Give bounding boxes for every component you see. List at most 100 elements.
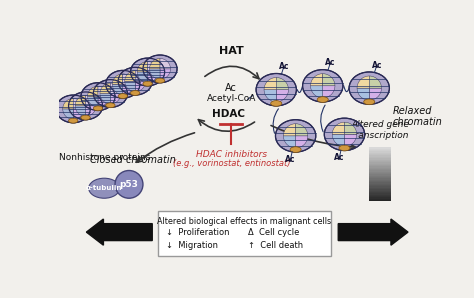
Bar	[369, 182, 391, 184]
Text: α-tubulin: α-tubulin	[86, 185, 122, 191]
Bar	[369, 150, 391, 151]
Text: ↓  Migration: ↓ Migration	[166, 240, 218, 250]
Bar	[369, 169, 391, 170]
Wedge shape	[369, 76, 382, 88]
Wedge shape	[149, 69, 160, 79]
Bar	[369, 181, 391, 182]
Wedge shape	[110, 83, 121, 94]
Ellipse shape	[317, 97, 328, 103]
Wedge shape	[86, 95, 96, 106]
Ellipse shape	[106, 103, 115, 108]
Bar	[369, 174, 391, 176]
Bar	[369, 149, 391, 150]
Ellipse shape	[290, 147, 301, 153]
Text: Altered gene
transcription: Altered gene transcription	[351, 120, 409, 140]
Ellipse shape	[106, 70, 140, 98]
Text: Closed chromatin: Closed chromatin	[90, 155, 176, 165]
Bar	[369, 192, 391, 193]
Bar	[369, 165, 391, 166]
Wedge shape	[112, 74, 123, 84]
Ellipse shape	[69, 92, 103, 120]
Ellipse shape	[143, 55, 177, 83]
Ellipse shape	[81, 83, 115, 111]
Wedge shape	[345, 122, 356, 134]
Text: Acetyl-CoA: Acetyl-CoA	[207, 94, 256, 103]
Bar	[369, 173, 391, 174]
Wedge shape	[276, 77, 289, 90]
Ellipse shape	[69, 118, 78, 123]
Bar	[369, 162, 391, 164]
Wedge shape	[125, 81, 135, 91]
Bar	[369, 180, 391, 181]
Bar	[369, 196, 391, 197]
Circle shape	[115, 170, 143, 198]
Bar	[369, 189, 391, 190]
Wedge shape	[137, 72, 147, 82]
Bar	[369, 197, 391, 198]
Wedge shape	[110, 94, 121, 104]
Bar	[369, 170, 391, 172]
Ellipse shape	[349, 72, 390, 104]
Wedge shape	[283, 124, 296, 136]
Bar	[369, 164, 391, 165]
Text: Relaxed
chromatin: Relaxed chromatin	[392, 106, 442, 128]
FancyArrow shape	[86, 219, 152, 245]
Wedge shape	[149, 58, 160, 69]
Wedge shape	[63, 99, 73, 109]
Wedge shape	[369, 88, 382, 100]
Wedge shape	[112, 84, 123, 95]
Text: HDAC: HDAC	[212, 109, 245, 119]
Bar	[369, 153, 391, 154]
Wedge shape	[332, 134, 345, 146]
Bar	[369, 158, 391, 159]
Wedge shape	[98, 86, 109, 97]
Ellipse shape	[130, 91, 140, 95]
Text: ↑  Cell death: ↑ Cell death	[248, 240, 303, 250]
Bar	[369, 151, 391, 153]
Ellipse shape	[93, 80, 128, 107]
Bar	[369, 184, 391, 185]
Wedge shape	[332, 122, 345, 134]
Wedge shape	[135, 71, 146, 81]
Bar	[369, 190, 391, 192]
Bar	[369, 185, 391, 187]
Wedge shape	[73, 109, 84, 119]
FancyArrow shape	[338, 219, 408, 245]
Ellipse shape	[118, 94, 128, 98]
Bar	[369, 161, 391, 162]
Wedge shape	[264, 77, 276, 90]
Wedge shape	[100, 83, 110, 94]
Wedge shape	[357, 76, 369, 88]
Bar	[369, 177, 391, 179]
Bar	[369, 198, 391, 200]
Bar	[369, 188, 391, 189]
Wedge shape	[147, 72, 158, 82]
Ellipse shape	[143, 81, 152, 86]
Ellipse shape	[56, 95, 90, 123]
Text: Ac: Ac	[285, 155, 296, 164]
Ellipse shape	[93, 106, 103, 111]
Text: Ac: Ac	[325, 58, 336, 67]
Wedge shape	[264, 90, 276, 102]
Text: (e.g., vorinostat, entinostat): (e.g., vorinostat, entinostat)	[173, 159, 290, 168]
Wedge shape	[310, 74, 323, 86]
Text: Ac: Ac	[225, 83, 237, 93]
Text: p53: p53	[119, 180, 138, 189]
Wedge shape	[310, 86, 323, 98]
Text: Altered biological effects in malignant cells: Altered biological effects in malignant …	[157, 218, 331, 226]
Wedge shape	[160, 58, 171, 69]
Bar	[369, 200, 391, 201]
Wedge shape	[100, 94, 110, 104]
Wedge shape	[125, 71, 135, 81]
Wedge shape	[137, 62, 147, 72]
Bar	[369, 172, 391, 173]
FancyBboxPatch shape	[158, 211, 330, 256]
Ellipse shape	[271, 100, 282, 106]
Wedge shape	[75, 106, 86, 116]
Wedge shape	[357, 88, 369, 100]
Text: HAT: HAT	[219, 46, 244, 56]
Ellipse shape	[256, 74, 296, 106]
Ellipse shape	[302, 70, 343, 102]
Bar	[369, 154, 391, 156]
Bar	[369, 157, 391, 158]
